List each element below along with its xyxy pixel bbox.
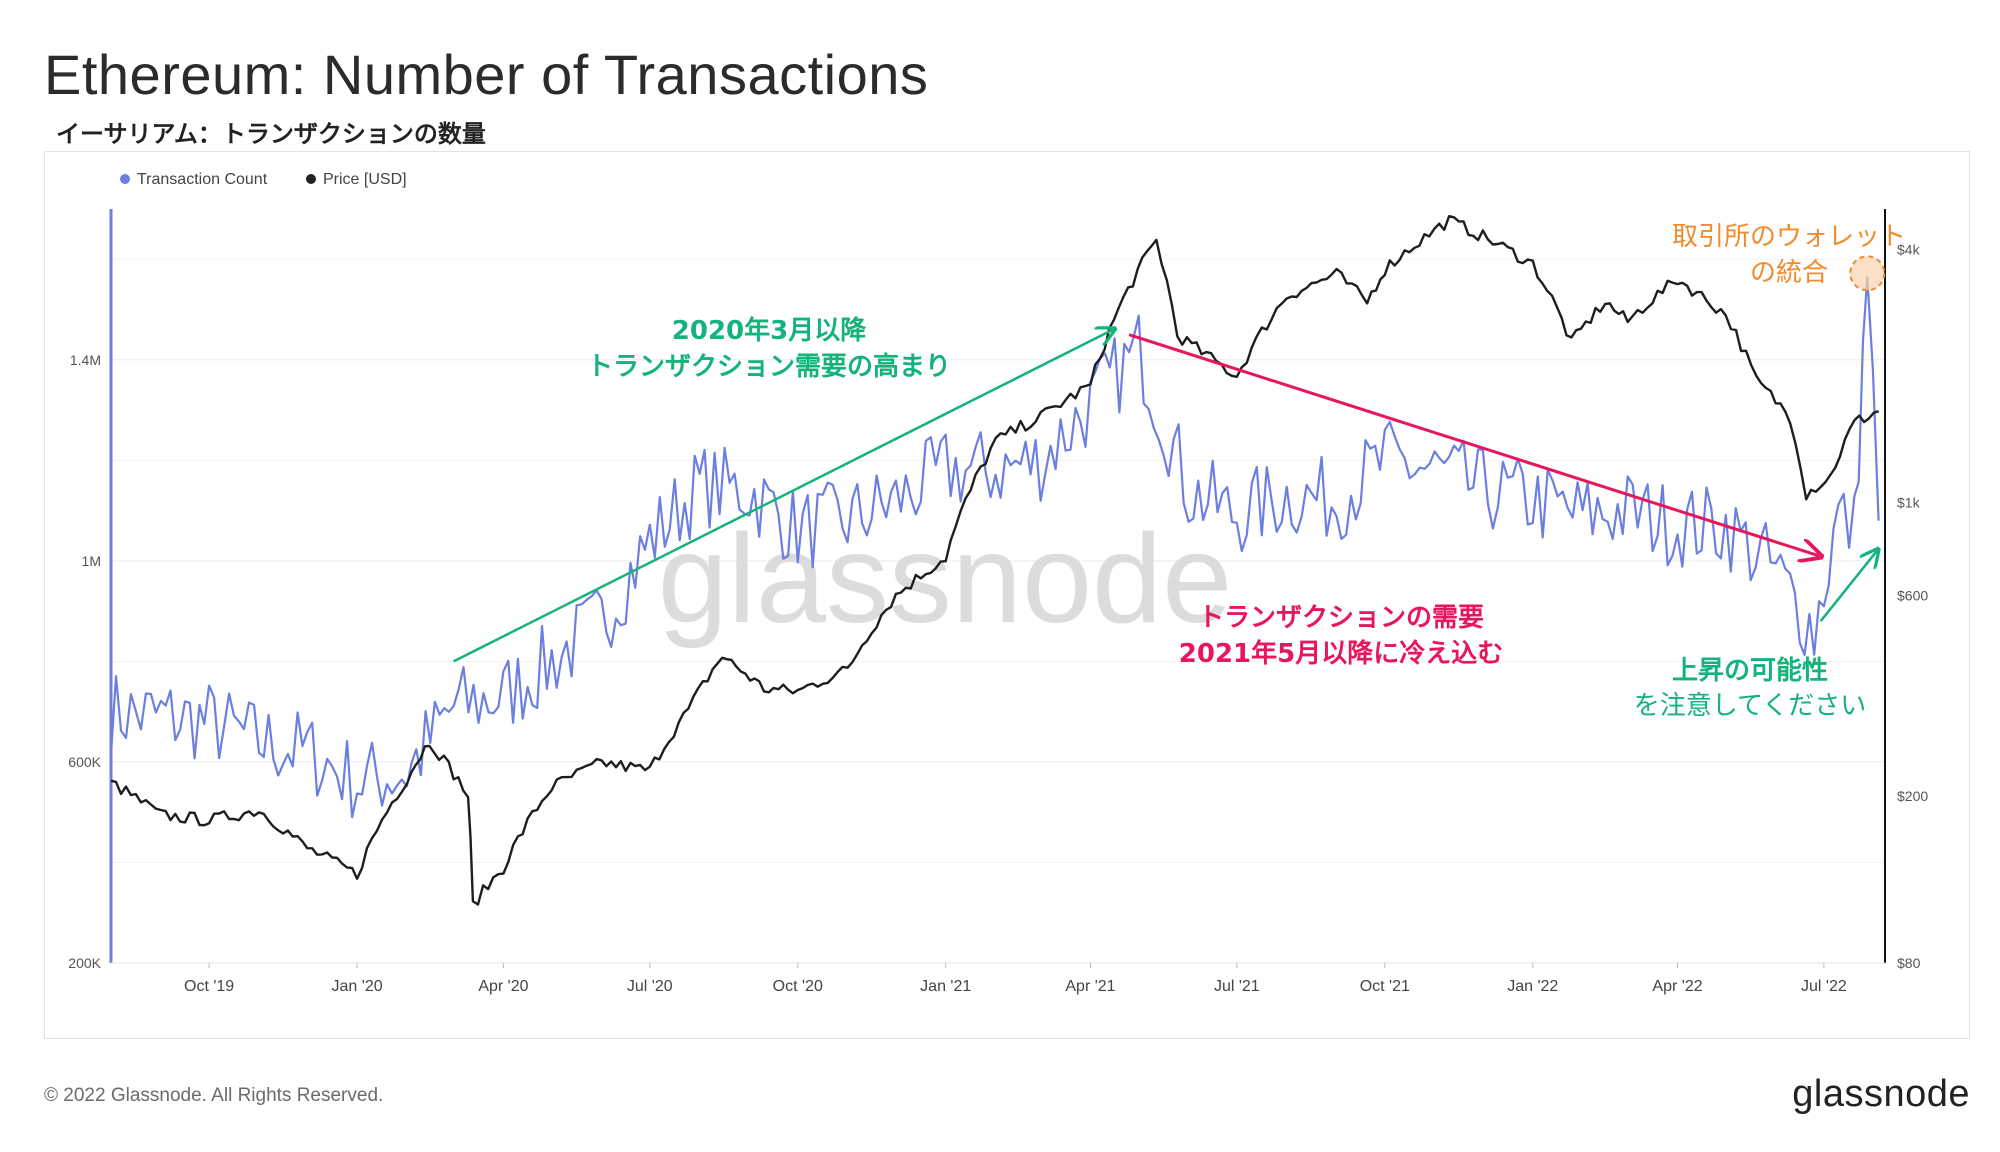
x-tick-label: Jan '20 [332, 978, 383, 995]
chart-panel: glassnode Transaction Count Price [USD] … [44, 151, 1970, 1039]
x-tick-label: Jan '21 [920, 978, 971, 995]
x-axis: Oct '19 Jan '20 Apr '20 Jul '20 Oct '20 Jan '… [184, 963, 1847, 995]
annotation-upside-line1: 上昇の可能性 [1672, 655, 1828, 686]
y-right-tick-label: $1k [1897, 494, 1921, 510]
x-tick-label: Oct '19 [184, 978, 234, 995]
y-left-tick-label: 200K [68, 955, 101, 971]
annotation-consolidation-line2: の統合 [1750, 258, 1828, 288]
x-tick-label: Jul '21 [1214, 978, 1260, 995]
x-tick-label: Apr '22 [1652, 978, 1702, 995]
y-axis-right: $80 $200 $600 $1k $4k [1897, 242, 1928, 971]
annotation-arrow-uptrend [453, 330, 1113, 663]
y-right-tick-label: $4k [1897, 242, 1921, 258]
x-tick-label: Oct '21 [1360, 978, 1410, 995]
annotation-uptrend-line1: 2020年3月以降 [672, 315, 867, 346]
y-right-tick-label: $600 [1897, 588, 1928, 604]
annotation-uptrend-line2: トランザクション需要の高まり [587, 351, 951, 382]
x-tick-label: Oct '20 [773, 978, 823, 995]
watermark: glassnode [658, 508, 1232, 649]
legend-marker-transactions [120, 174, 130, 184]
footer-logo: glassnode [1792, 1073, 1970, 1115]
series-line-price [110, 214, 1879, 906]
grid-lines [111, 258, 1885, 964]
legend-marker-price [306, 174, 316, 184]
annotation-arrow-downtrend [1128, 333, 1819, 556]
x-tick-label: Jul '22 [1801, 978, 1847, 995]
y-left-tick-label: 600K [68, 754, 101, 770]
annotation-downtrend-line1: トランザクションの需要 [1198, 603, 1484, 633]
legend-label-transactions: Transaction Count [137, 171, 268, 188]
annotation-downtrend-line2: 2021年5月以降に冷え込む [1179, 638, 1503, 669]
page-title: Ethereum: Number of Transactions [44, 43, 929, 106]
y-axis-left: 200K 600K 1M 1.4M [68, 352, 101, 971]
x-tick-label: Jan '22 [1507, 978, 1558, 995]
chart-svg: glassnode Transaction Count Price [USD] … [68, 171, 1928, 995]
x-tick-label: Apr '20 [478, 978, 528, 995]
page-subtitle: イーサリアム：トランザクションの数量 [56, 120, 486, 148]
y-right-tick-label: $80 [1897, 955, 1921, 971]
y-left-tick-label: 1M [82, 553, 101, 569]
y-left-tick-label: 1.4M [70, 352, 101, 368]
footer-copyright: © 2022 Glassnode. All Rights Reserved. [44, 1085, 384, 1106]
annotation-consolidation-line1: 取引所のウォレット [1672, 222, 1906, 252]
annotation-arrow-upside [1819, 551, 1877, 622]
legend: Transaction Count Price [USD] [120, 171, 407, 188]
annotation-upside-line2: を注意してください [1634, 691, 1866, 721]
x-tick-label: Apr '21 [1065, 978, 1115, 995]
y-right-tick-label: $200 [1897, 788, 1928, 804]
annotation-highlight-circle [1849, 255, 1886, 292]
legend-label-price: Price [USD] [323, 171, 407, 188]
x-tick-label: Jul '20 [627, 978, 673, 995]
